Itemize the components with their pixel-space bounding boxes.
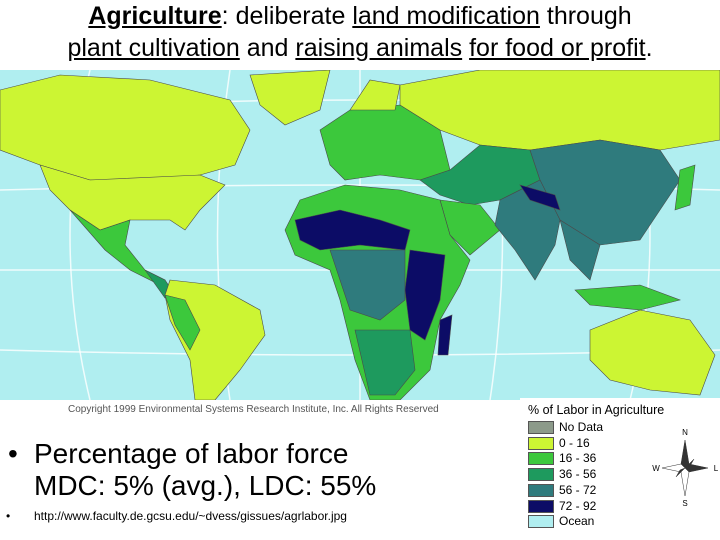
- country: [437, 314, 453, 356]
- bullet-line: Percentage of labor force: [34, 438, 349, 469]
- country: [249, 70, 331, 126]
- title: Agriculture: deliberate land modificatio…: [0, 0, 720, 70]
- country: [329, 249, 406, 321]
- legend-swatch: [528, 436, 554, 450]
- world-map: [0, 70, 720, 400]
- bullet-line: MDC: 5% (avg.), LDC: 55%: [34, 470, 377, 501]
- title-segment: plant cultivation: [67, 34, 240, 62]
- bullet-line: http://www.faculty.de.gcsu.edu/~dvess/gi…: [34, 509, 347, 523]
- title-segment: for food or profit: [469, 34, 646, 62]
- legend-label: No Data: [559, 420, 604, 434]
- compass-e: L: [714, 464, 719, 473]
- legend-label: 36 - 56: [559, 467, 597, 482]
- legend-swatch: [528, 421, 554, 434]
- legend-label: 56 - 72: [559, 482, 597, 497]
- title-line: plant cultivation and raising animals fo…: [0, 32, 720, 64]
- title-segment: through: [539, 2, 632, 30]
- country: [0, 74, 251, 181]
- title-segment: land modification: [352, 2, 540, 30]
- country: [574, 284, 682, 311]
- country: [674, 164, 696, 211]
- title-line: Agriculture: deliberate land modificatio…: [0, 0, 720, 32]
- country: [39, 164, 226, 231]
- country: [519, 184, 561, 211]
- country: [404, 249, 446, 341]
- compass-w: W: [652, 464, 660, 473]
- legend-swatch: [528, 499, 554, 513]
- legend-swatch: [528, 468, 554, 482]
- compass-n: N: [682, 428, 688, 437]
- country: [589, 309, 716, 396]
- title-segment: raising animals: [295, 34, 463, 62]
- bullet: http://www.faculty.de.gcsu.edu/~dvess/gi…: [0, 508, 520, 524]
- compass-s: S: [682, 499, 687, 508]
- legend-swatch: [528, 515, 554, 529]
- compass: N S W L: [652, 428, 719, 508]
- legend-swatch: [528, 483, 554, 497]
- title-segment: .: [645, 34, 653, 62]
- title-segment: and: [239, 34, 296, 62]
- legend-label: Ocean: [559, 514, 595, 529]
- legend-label: 0 - 16: [559, 435, 590, 450]
- compass-rose: [661, 439, 709, 497]
- title-segment: : deliberate: [221, 2, 353, 30]
- legend-label: 72 - 92: [559, 498, 597, 513]
- legend-title: % of Labor in Agriculture: [528, 403, 665, 417]
- country: [494, 179, 561, 281]
- legend-label: 16 - 36: [559, 451, 597, 466]
- countries: [0, 70, 720, 400]
- legend-swatch: [528, 452, 554, 466]
- country: [164, 294, 201, 351]
- copyright: Copyright 1999 Environmental Systems Res…: [68, 404, 439, 415]
- country: [559, 219, 601, 281]
- country: [354, 329, 416, 396]
- title-segment: Agriculture: [88, 2, 222, 30]
